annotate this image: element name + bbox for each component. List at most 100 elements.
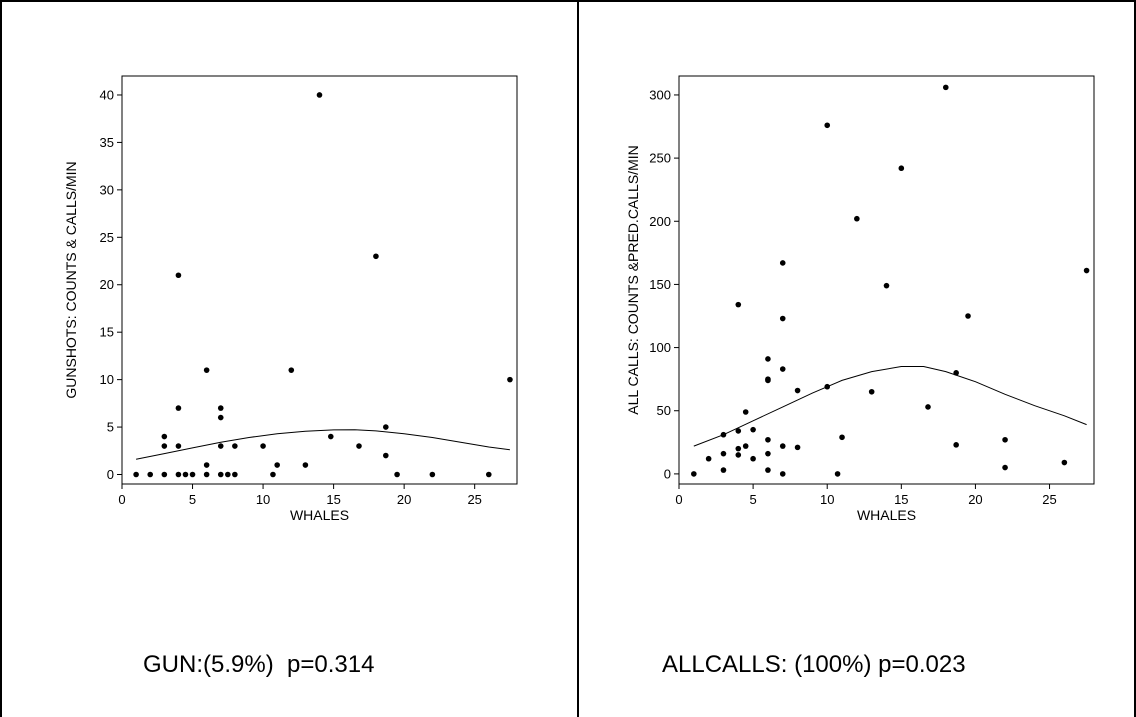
data-point [925,404,931,410]
data-point [217,414,224,421]
data-point [316,92,323,98]
data-point [794,444,801,451]
y-tick-label: 250 [649,151,671,166]
y-tick-label: 150 [649,277,671,292]
y-tick-label: 0 [107,467,114,482]
data-point [373,253,379,260]
data-point [161,471,168,478]
data-point [854,215,860,222]
data-point [868,388,875,395]
data-point [735,428,742,434]
y-tick-label: 200 [649,214,671,229]
data-point [742,409,749,415]
data-point [217,471,224,478]
data-point [175,471,182,478]
y-tick-label: 5 [107,420,114,435]
data-point [691,471,697,477]
y-tick-label: 20 [100,277,114,292]
data-point [883,282,890,289]
data-point [705,455,712,462]
data-point [965,313,971,319]
data-point [953,442,959,448]
y-axis-label: ALL CALLS: COUNTS &PRED.CALLS/MIN [625,145,641,414]
right-caption: ALLCALLS: (100%) p=0.023 [662,651,966,678]
data-point [779,471,786,477]
data-point [765,436,771,443]
data-point [175,443,182,449]
data-point [161,443,168,449]
data-point [953,370,959,376]
data-point [225,471,231,478]
data-point [189,471,196,478]
data-point [1002,464,1008,471]
data-point [765,377,771,384]
plot-frame [678,75,1095,485]
x-tick-label: 20 [968,492,982,507]
x-tick-label: 20 [397,492,411,507]
frame-right-border [1134,0,1136,717]
data-point [779,366,786,372]
data-point [735,445,742,452]
left-caption: GUN:(5.9%) p=0.314 [143,651,375,678]
data-point [217,405,224,411]
gunshots-scatter-chart: 0 5 10 15 20 25 0 5 10 15 20 25 30 35 40 WHALES GUNSHOTS… [63,75,518,523]
data-point [834,471,841,477]
x-tick-label: 0 [675,492,682,507]
x-tick-label: 5 [189,492,196,507]
x-tick-label: 10 [820,492,834,507]
y-tick-label: 35 [100,135,114,150]
data-point [942,84,949,91]
data-point [383,452,389,459]
data-point [779,443,786,449]
data-point [182,471,189,478]
frame-top-border [0,0,1136,2]
data-point [232,471,238,478]
data-point [203,367,210,373]
data-point [203,471,210,478]
data-point [175,272,182,279]
y-axis-label: GUNSHOTS: COUNTS & CALLS/MIN [63,161,79,398]
data-point [133,471,139,478]
data-point [735,301,742,308]
y-tick-label: 50 [657,403,671,418]
data-point [288,367,295,373]
data-point [720,450,727,457]
data-point [175,405,182,411]
data-point [274,462,280,468]
data-point [1002,436,1008,443]
x-tick-label: 15 [326,492,340,507]
data-point [507,376,513,383]
data-point [217,443,224,449]
data-point [794,387,801,394]
x-tick-label: 0 [118,492,125,507]
x-tick-label: 15 [894,492,908,507]
plot-frame [121,75,518,485]
frame-middle-divider [577,0,579,717]
data-point [394,471,400,478]
data-point [765,356,771,362]
data-point [429,471,436,478]
data-point [260,443,266,449]
data-point [270,471,276,478]
fit-curve [693,366,1087,447]
x-axis-label: WHALES [857,507,916,523]
data-point [735,452,742,458]
data-point [1061,459,1068,466]
data-point [720,431,727,438]
data-point [485,471,492,478]
data-point [898,165,905,172]
data-point [839,434,845,441]
data-point [779,315,786,322]
y-tick-label: 0 [664,466,671,481]
data-point [750,426,756,433]
data-point [383,424,389,430]
data-point [1083,267,1090,274]
data-point [161,433,168,440]
x-tick-label: 10 [256,492,270,507]
x-axis-label: WHALES [290,507,349,523]
data-point [232,443,238,449]
data-point [779,260,786,266]
data-point [720,467,727,473]
frame-left-border [0,0,2,717]
y-tick-label: 10 [100,372,114,387]
